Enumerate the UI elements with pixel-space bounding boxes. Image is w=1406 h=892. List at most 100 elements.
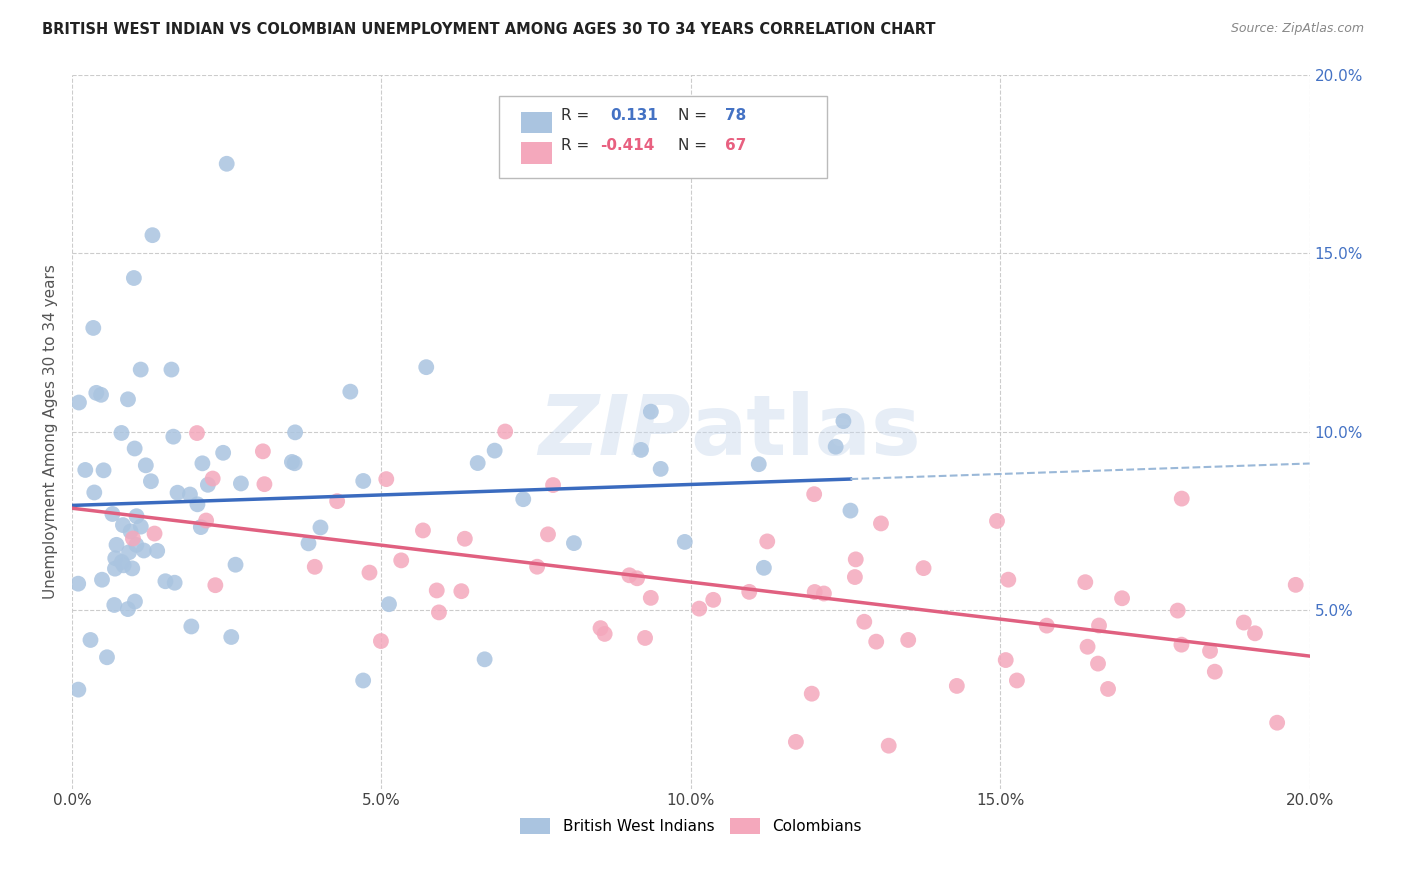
Point: [1087, 657, 1109, 671]
Point: [90, 388, 112, 402]
Text: N =: N =: [679, 138, 713, 153]
Point: [146, 544, 169, 558]
Point: [1035, 618, 1057, 632]
Point: [484, 443, 506, 458]
Text: Source: ZipAtlas.com: Source: ZipAtlas.com: [1230, 22, 1364, 36]
Point: [1088, 618, 1111, 632]
Point: [1170, 491, 1192, 506]
Point: [526, 559, 548, 574]
Point: [427, 606, 450, 620]
Point: [1111, 591, 1133, 606]
Point: [593, 627, 616, 641]
Point: [370, 634, 392, 648]
Point: [91, 573, 114, 587]
Point: [877, 739, 900, 753]
Point: [122, 271, 145, 285]
Point: [82, 321, 104, 335]
Point: [141, 228, 163, 243]
Point: [121, 561, 143, 575]
Point: [135, 458, 157, 473]
Point: [160, 362, 183, 376]
Point: [186, 425, 208, 440]
Point: [426, 583, 449, 598]
Point: [111, 518, 134, 533]
Text: 78: 78: [725, 109, 747, 123]
Point: [994, 653, 1017, 667]
Point: [118, 545, 141, 559]
Point: [738, 585, 761, 599]
Point: [124, 442, 146, 456]
Point: [673, 535, 696, 549]
Point: [155, 574, 177, 589]
Point: [84, 385, 107, 400]
Point: [997, 573, 1019, 587]
Point: [1097, 681, 1119, 696]
Point: [512, 492, 534, 507]
Point: [195, 514, 218, 528]
Point: [832, 414, 855, 428]
Point: [474, 652, 496, 666]
Point: [201, 471, 224, 485]
Text: ZIP: ZIP: [538, 391, 690, 472]
Point: [129, 519, 152, 533]
Point: [359, 566, 381, 580]
Point: [375, 472, 398, 486]
Point: [75, 463, 97, 477]
Point: [122, 532, 145, 546]
Point: [111, 555, 134, 569]
Point: [117, 602, 139, 616]
Point: [865, 634, 887, 648]
Point: [110, 425, 132, 440]
Point: [229, 476, 252, 491]
Point: [986, 514, 1008, 528]
Point: [541, 478, 564, 492]
Point: [853, 615, 876, 629]
Text: -0.414: -0.414: [600, 138, 655, 153]
Point: [204, 578, 226, 592]
FancyBboxPatch shape: [522, 112, 553, 133]
Point: [117, 392, 139, 407]
Point: [103, 598, 125, 612]
Point: [1199, 644, 1222, 658]
Point: [634, 631, 657, 645]
Point: [120, 524, 142, 539]
Point: [105, 538, 128, 552]
Point: [179, 487, 201, 501]
Point: [104, 562, 127, 576]
Point: [166, 485, 188, 500]
Point: [839, 503, 862, 517]
Text: atlas: atlas: [690, 391, 921, 472]
Point: [297, 536, 319, 550]
Point: [1204, 665, 1226, 679]
Point: [562, 536, 585, 550]
Point: [912, 561, 935, 575]
Point: [803, 487, 825, 501]
Point: [143, 526, 166, 541]
Point: [352, 474, 374, 488]
Point: [537, 527, 560, 541]
Point: [215, 157, 238, 171]
Point: [748, 457, 770, 471]
Point: [284, 456, 307, 470]
Point: [101, 507, 124, 521]
Point: [1285, 578, 1308, 592]
Point: [1265, 715, 1288, 730]
Text: N =: N =: [679, 109, 713, 123]
Point: [191, 456, 214, 470]
Point: [845, 552, 868, 566]
Point: [870, 516, 893, 531]
Text: BRITISH WEST INDIAN VS COLOMBIAN UNEMPLOYMENT AMONG AGES 30 TO 34 YEARS CORRELAT: BRITISH WEST INDIAN VS COLOMBIAN UNEMPLO…: [42, 22, 935, 37]
Point: [824, 440, 846, 454]
Y-axis label: Unemployment Among Ages 30 to 34 years: Unemployment Among Ages 30 to 34 years: [44, 264, 58, 599]
Point: [180, 619, 202, 633]
Point: [415, 360, 437, 375]
Point: [112, 558, 135, 573]
Point: [132, 543, 155, 558]
Point: [352, 673, 374, 688]
Point: [494, 425, 516, 439]
Text: 0.131: 0.131: [610, 109, 658, 123]
Point: [67, 395, 90, 409]
Point: [190, 520, 212, 534]
Point: [688, 601, 710, 615]
Point: [650, 462, 672, 476]
